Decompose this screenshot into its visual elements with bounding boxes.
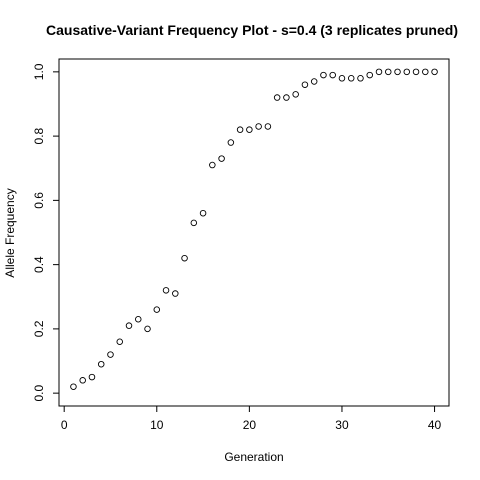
data-point (227, 139, 235, 146)
data-point (422, 68, 429, 76)
x-tick-label: 10 (150, 418, 164, 432)
data-points (70, 68, 438, 390)
data-point (144, 325, 151, 333)
y-axis-label: Allele Frequency (3, 188, 17, 277)
data-point (218, 155, 225, 162)
data-point (116, 338, 123, 345)
data-point (412, 68, 420, 76)
data-point (125, 322, 133, 329)
data-point (431, 68, 438, 76)
data-point (172, 290, 179, 297)
data-point (385, 68, 392, 76)
y-tick-label: 1.0 (32, 63, 46, 80)
x-tick-label: 40 (428, 418, 442, 432)
data-point (162, 287, 170, 294)
x-tick-label: 30 (335, 418, 349, 432)
y-tick-label: 0.0 (32, 384, 46, 401)
data-point (394, 68, 401, 76)
data-point (329, 71, 336, 79)
y-tick-label: 0.2 (32, 320, 46, 337)
y-axis: 0.0 0.2 0.4 0.6 0.8 1.0 (32, 63, 60, 401)
data-point (301, 81, 309, 88)
data-point (107, 351, 114, 358)
y-tick-label: 0.4 (32, 256, 46, 273)
data-point (283, 94, 290, 101)
data-point (255, 123, 262, 130)
data-point (236, 126, 244, 133)
data-point (97, 360, 105, 368)
plot-frame (58, 58, 450, 407)
x-axis-label: Generation (224, 450, 283, 464)
x-axis: 0 10 20 30 40 (61, 405, 442, 432)
data-point (264, 123, 272, 130)
data-point (70, 383, 77, 390)
data-point (199, 209, 207, 217)
data-point (273, 94, 281, 101)
data-point (310, 78, 318, 85)
data-point (403, 68, 411, 76)
data-point (347, 75, 355, 82)
data-point (181, 254, 188, 262)
y-tick-label: 0.8 (32, 127, 46, 144)
data-point (209, 161, 216, 169)
data-point (292, 91, 299, 98)
chart-title: Causative-Variant Frequency Plot - s=0.4… (46, 22, 458, 38)
data-point (135, 316, 142, 323)
x-tick-label: 0 (61, 418, 68, 432)
data-point (338, 75, 346, 82)
y-tick-label: 0.6 (32, 192, 46, 209)
data-point (79, 377, 86, 384)
x-tick-label: 20 (243, 418, 257, 432)
data-point (246, 126, 253, 133)
data-point (320, 71, 327, 79)
data-point (190, 219, 198, 227)
data-point (375, 68, 383, 76)
data-point (357, 75, 364, 82)
data-point (366, 71, 373, 79)
data-point (153, 306, 161, 313)
data-point (88, 373, 96, 381)
